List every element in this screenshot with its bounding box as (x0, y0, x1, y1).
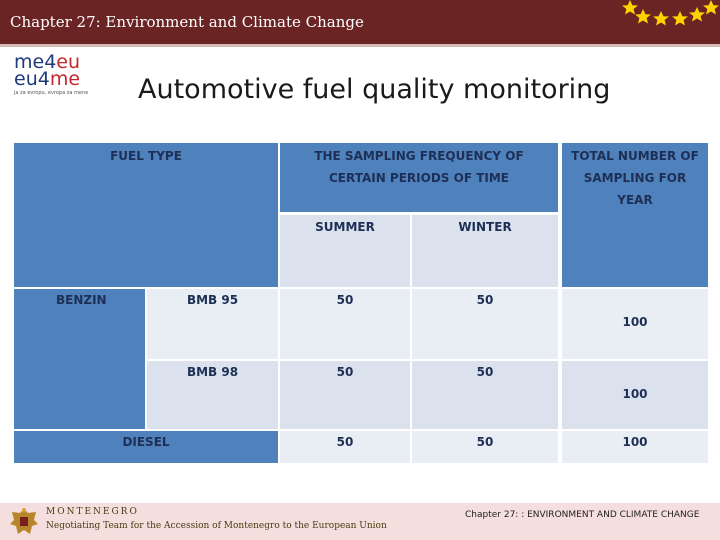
me4eu-logo: me4eu eu4me ja za evropu, evropa za mene (14, 53, 114, 100)
coat-of-arms-icon (10, 508, 38, 534)
slide-title: Automotive fuel quality monitoring (138, 74, 611, 105)
footer-chapter: Chapter 27: : ENVIRONMENT AND CLIMATE CH… (465, 510, 700, 520)
star-icon (672, 11, 688, 26)
row-bmb98-grade: BMB 98 (147, 361, 278, 429)
row-diesel-total: 100 (562, 431, 708, 463)
star-icon (635, 9, 651, 24)
star-icon (622, 0, 638, 15)
logo-tagline: ja za evropu, evropa za mene (14, 90, 89, 96)
footer-country: MONTENEGRO (46, 507, 139, 517)
footer-team: Negotiating Team for the Accession of Mo… (46, 521, 387, 531)
row-bmb95-grade: BMB 95 (147, 289, 278, 359)
row-bmb95-summer: 50 (280, 289, 410, 359)
header-fuel-type: FUEL TYPE (14, 143, 278, 287)
star-icon (653, 11, 669, 26)
row-diesel-summer: 50 (280, 431, 410, 463)
row-bmb98-winter: 50 (412, 361, 558, 429)
row-diesel-fuel: DIESEL (14, 431, 278, 463)
header-title: Chapter 27: Environment and Climate Chan… (10, 13, 364, 31)
eu-stars-icon (622, 0, 719, 26)
row-benzin-fuel: BENZIN (14, 289, 145, 429)
row-bmb95-winter: 50 (412, 289, 558, 359)
header-winter: WINTER (412, 215, 558, 287)
header-sampling-frequency: THE SAMPLING FREQUENCY OF CERTAIN PERIOD… (280, 143, 558, 212)
row-bmb98-summer: 50 (280, 361, 410, 429)
row-diesel-winter: 50 (412, 431, 558, 463)
header-total-sampling: TOTAL NUMBER OF SAMPLING FOR YEAR (562, 143, 708, 287)
star-icon (703, 0, 719, 15)
row-bmb98-total: 100 (562, 361, 708, 429)
star-icon (689, 7, 705, 22)
header-accent-line (0, 44, 720, 47)
footer-bar (0, 503, 720, 540)
row-bmb95-total: 100 (562, 289, 708, 359)
fuel-quality-table: FUEL TYPE THE SAMPLING FREQUENCY OF CERT… (14, 143, 708, 463)
header-summer: SUMMER (280, 215, 410, 287)
header-bar (0, 0, 720, 44)
